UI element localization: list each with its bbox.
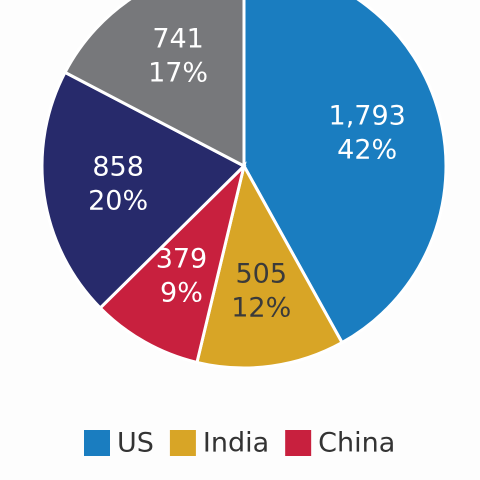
percent-label: 12% [231,293,291,324]
pie-slice [98,161,247,365]
percent-label: 17% [148,58,208,89]
legend-label: India [203,428,269,459]
legend-label: China [318,428,395,459]
value-label: 379 [156,243,208,274]
legend-swatch [285,430,312,456]
legend-label: US [117,428,154,459]
value-label: 858 [92,151,144,182]
pie-slice [242,0,448,345]
pie-slice [62,0,246,169]
percent-label: 20% [88,185,148,216]
value-label: 741 [152,24,204,55]
legend-swatch [169,430,196,456]
legend-swatch [84,430,110,456]
percent-label: 9% [160,277,203,308]
value-label: 505 [235,259,287,290]
percent-label: 42% [337,135,397,166]
pie-slice [40,70,247,311]
value-label: 1,793 [329,101,406,132]
